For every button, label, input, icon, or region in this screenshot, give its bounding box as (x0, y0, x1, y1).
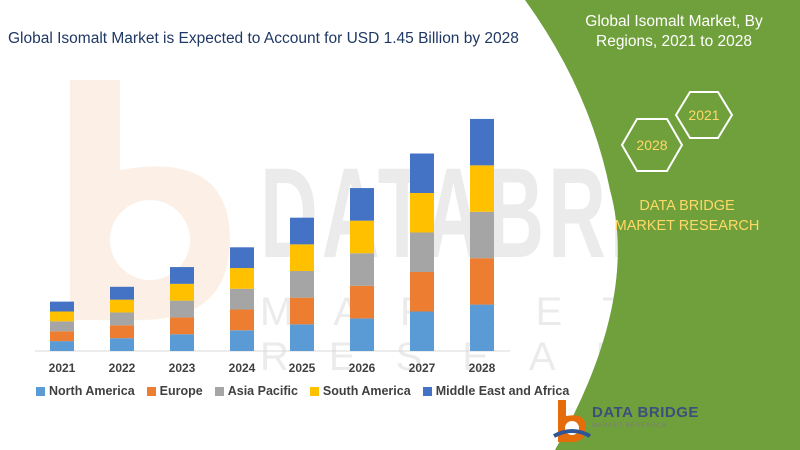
bar-2025-middle-east-and-africa (290, 217, 314, 245)
bar-2028-asia-pacific (470, 211, 494, 259)
stacked-bar-chart: 2021 2022 2023 2024 2025 2026 2027 2028 (35, 118, 510, 375)
legend-swatch (309, 386, 319, 396)
legend-swatch (214, 386, 224, 396)
legend: North America Europe Asia Pacific South Ame… (36, 384, 569, 398)
bar-2023-middle-east-and-africa (170, 267, 194, 284)
bar-2021-asia-pacific (50, 321, 74, 332)
chart-title: Global Isomalt Market is Expected to Acc… (8, 30, 519, 47)
bar-2023-north-america (170, 334, 194, 351)
bar-2027-middle-east-and-africa (410, 153, 434, 193)
bar-2026-asia-pacific (350, 253, 374, 286)
bar-2023-south-america (170, 283, 194, 301)
bar-2021-europe (50, 331, 74, 342)
footer-tagline: MARKET RESEARCH (592, 423, 667, 429)
bar-2021-south-america (50, 311, 74, 322)
legend-swatch (36, 386, 45, 396)
x-tick-label: 2026 (349, 361, 376, 375)
bar-2026-south-america (350, 220, 374, 254)
bar-2027-north-america (410, 311, 434, 351)
bar-2024-north-america (230, 330, 254, 351)
legend-label: Middle East and Africa (435, 384, 570, 398)
legend-label: Europe (159, 384, 203, 398)
legend-item: South America (309, 384, 411, 398)
x-tick-label: 2022 (109, 361, 136, 375)
legend-swatch (146, 386, 156, 396)
bar-2025-north-america (290, 324, 314, 351)
legend-label: North America (49, 384, 135, 398)
bar-2024-europe (230, 309, 254, 331)
bar-2028-north-america (470, 304, 494, 351)
bar-2023-asia-pacific (170, 300, 194, 318)
bar-2028-middle-east-and-africa (470, 118, 494, 166)
hexagon-2021: 2021 (674, 91, 734, 139)
x-tick-label: 2023 (169, 361, 196, 375)
bar-2022-europe (110, 325, 134, 339)
bar-2026-north-america (350, 318, 374, 351)
bar-2022-asia-pacific (110, 312, 134, 326)
legend-item: Middle East and Africa (422, 384, 570, 398)
hexagon-label-end: 2021 (688, 107, 719, 123)
x-tick-label: 2021 (49, 361, 76, 375)
bar-2022-north-america (110, 338, 134, 351)
bar-2022-south-america (110, 299, 134, 313)
legend-item: Europe (146, 384, 203, 398)
bar-2025-europe (290, 297, 314, 325)
bar-2024-asia-pacific (230, 288, 254, 310)
bar-2026-middle-east-and-africa (350, 188, 374, 221)
bar-2027-europe (410, 272, 434, 312)
bar-2022-middle-east-and-africa (110, 286, 134, 300)
x-tick-label: 2024 (229, 361, 256, 375)
hexagon-label-start: 2028 (636, 137, 667, 153)
bar-2028-south-america (470, 165, 494, 212)
bar-2023-europe (170, 317, 194, 335)
bar-2021-middle-east-and-africa (50, 301, 74, 312)
legend-item: North America (36, 384, 135, 398)
bar-2026-europe (350, 285, 374, 319)
x-tick-labels: 2021 2022 2023 2024 2025 2026 2027 2028 (49, 361, 496, 375)
x-tick-label: 2027 (409, 361, 436, 375)
bars-group (50, 118, 494, 351)
bar-2028-europe (470, 258, 494, 305)
bar-2027-south-america (410, 193, 434, 233)
bar-2021-north-america (50, 341, 74, 351)
bar-2025-south-america (290, 244, 314, 272)
legend-swatch (422, 386, 432, 396)
footer-brand: DATA BRIDGE (592, 404, 699, 421)
company-name: DATA BRIDGE MARKET RESEARCH (614, 198, 760, 234)
panel-title: Global Isomalt Market, By Regions, 2021 … (585, 13, 763, 50)
x-tick-label: 2028 (469, 361, 496, 375)
x-tick-label: 2025 (289, 361, 316, 375)
legend-item: Asia Pacific (214, 384, 298, 398)
hexagon-2028: 2028 (620, 118, 684, 172)
bar-2024-south-america (230, 268, 254, 289)
bar-2027-asia-pacific (410, 232, 434, 272)
bar-2025-asia-pacific (290, 271, 314, 298)
legend-label: Asia Pacific (227, 384, 298, 398)
bar-2024-middle-east-and-africa (230, 247, 254, 269)
footer-logo-icon (553, 400, 591, 442)
legend-label: South America (322, 384, 411, 398)
